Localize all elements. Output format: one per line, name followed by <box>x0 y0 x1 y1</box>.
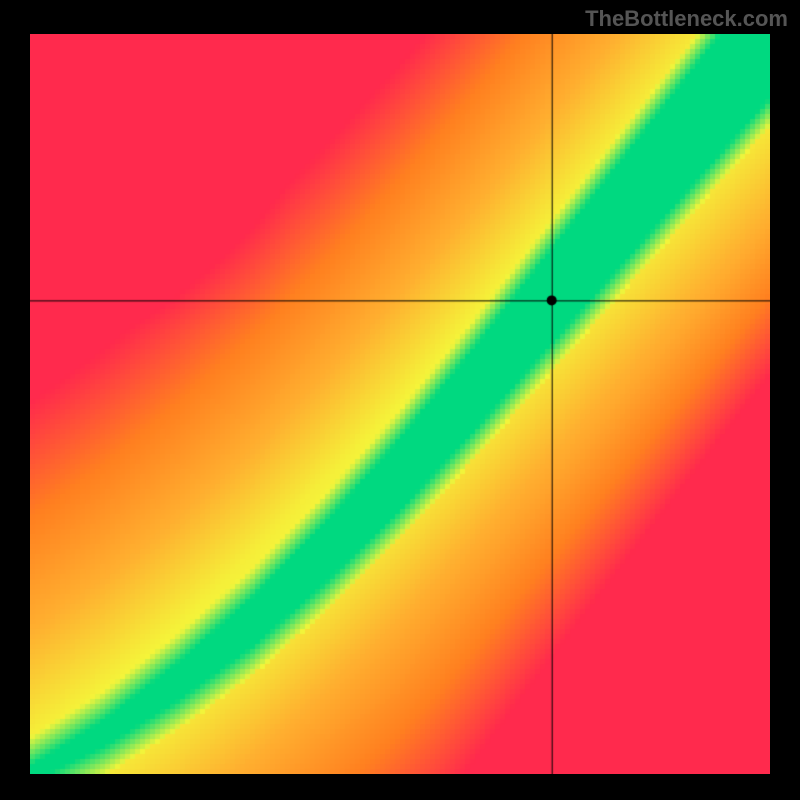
bottleneck-heatmap <box>30 34 770 774</box>
chart-container: TheBottleneck.com <box>0 0 800 800</box>
watermark-text: TheBottleneck.com <box>585 6 788 32</box>
